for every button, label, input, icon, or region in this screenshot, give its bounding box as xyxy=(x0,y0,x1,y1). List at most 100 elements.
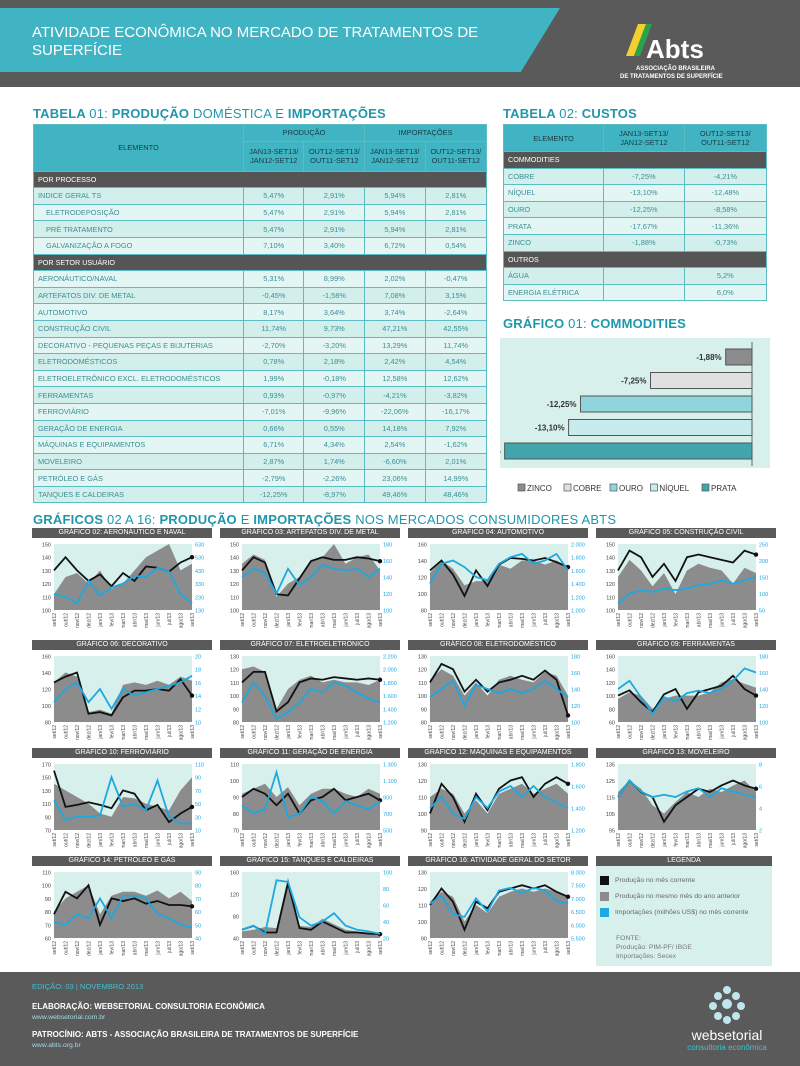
left-tick-label: 150 xyxy=(42,776,51,782)
mini-chart-title: GRÁFICO 10: FERROVIÁRIO xyxy=(32,748,212,758)
x-tick-label: fev/13 xyxy=(298,725,304,739)
left-tick-label: 130 xyxy=(418,655,427,661)
right-tick-label: 80 xyxy=(383,887,389,893)
table-row: PRATA -17,67% -11,36% xyxy=(503,217,768,235)
series-end-dot xyxy=(565,894,571,899)
series-line-imports xyxy=(429,679,569,708)
left-tick-label: 60 xyxy=(45,937,51,943)
left-tick-label: 100 xyxy=(42,704,51,710)
row-label: PRATA xyxy=(503,217,604,235)
cell-value: 7,08% xyxy=(364,286,426,305)
x-tick-label: mai/13 xyxy=(708,725,714,740)
x-tick-label: nov/12 xyxy=(639,833,645,848)
left-tick-label: 110 xyxy=(230,763,239,769)
x-tick-label: jan/13 xyxy=(98,941,104,956)
x-tick-label: jan/13 xyxy=(98,613,104,628)
series-line-imports xyxy=(617,576,757,605)
x-tick-label: abr/13 xyxy=(509,833,515,847)
x-tick-label: mar/13 xyxy=(497,941,503,956)
x-tick-label: dez/12 xyxy=(651,725,657,740)
x-tick-label: jan/13 xyxy=(286,941,292,956)
left-tick-label: 130 xyxy=(418,871,427,877)
cell-value: 47,21% xyxy=(364,319,426,338)
left-tick-label: 130 xyxy=(606,569,615,575)
right-tick-label: 18 xyxy=(195,668,201,674)
x-tick-label: mai/13 xyxy=(332,613,338,628)
x-tick-label: dez/12 xyxy=(275,941,281,956)
table1-body: POR PROCESSO INDICE GERAL TS 5,47% 2,91% 5,9… xyxy=(33,170,488,504)
x-tick-label: set/12 xyxy=(52,941,58,955)
cell-value: 13,29% xyxy=(364,336,426,355)
cell-value: -22,06% xyxy=(364,402,426,421)
series-area-previous xyxy=(242,877,380,938)
series-area-previous xyxy=(242,666,380,722)
link-abts[interactable]: www.abts.org.br xyxy=(32,1042,81,1049)
right-tick-label: 40 xyxy=(195,937,201,943)
right-tick-label: 2.000 xyxy=(571,543,585,549)
left-tick-label: 140 xyxy=(230,556,239,562)
left-tick-label: 100 xyxy=(230,609,239,615)
mini-chart-plot: 160 120 80 40 100 80 60 40 20 set/12 out/12 nov/12 d… xyxy=(230,871,392,957)
x-tick-label: jan/13 xyxy=(474,941,480,956)
x-tick-label: abr/13 xyxy=(133,725,139,739)
cell-value: 11,74% xyxy=(424,336,488,355)
left-tick-label: 90 xyxy=(421,937,427,943)
right-tick-label: 330 xyxy=(195,582,204,588)
x-tick-label: jan/13 xyxy=(98,725,104,740)
right-tick-label: 1.000 xyxy=(571,609,585,615)
legend-source: FONTE: Produção: PIM-PF/ IBGE Importações:… xyxy=(616,935,692,960)
x-tick-label: mai/13 xyxy=(332,833,338,848)
legend-swatch-gray xyxy=(600,891,609,901)
x-tick-label: abr/13 xyxy=(697,613,703,627)
x-tick-label: out/12 xyxy=(440,725,446,739)
left-tick-label: 100 xyxy=(418,920,427,926)
row-label: COBRE xyxy=(503,167,604,186)
legend-swatch-black xyxy=(600,875,609,885)
x-tick-label: abr/13 xyxy=(133,833,139,847)
left-tick-label: 140 xyxy=(606,668,615,674)
row-label: ELETROELETRÔNICO EXCL. ELETRODOMÉSTICOS xyxy=(33,369,244,388)
cell-value: 2,81% xyxy=(424,220,488,238)
table-row: MOVELEIRO 2,87% 1,74% -6,60% 2,01% xyxy=(33,452,488,471)
left-tick-label: 90 xyxy=(421,707,427,713)
mini-chart: GRÁFICO 02: AERONÁUTICO E NAVAL 150 140 130… xyxy=(32,528,212,631)
cell-value: 3,40% xyxy=(303,236,366,255)
x-tick-label: fev/13 xyxy=(110,725,116,739)
right-tick-label: 140 xyxy=(759,688,768,694)
left-tick-label: 110 xyxy=(418,796,427,802)
row-label: ENERGIA ELÉTRICA xyxy=(503,283,604,302)
series-area-previous xyxy=(430,888,568,938)
row-label: ELETRODOMÉSTICOS xyxy=(33,353,244,371)
x-tick-label: set/13 xyxy=(754,613,760,627)
series-area-previous xyxy=(430,669,568,722)
right-tick-label: 40 xyxy=(383,920,389,926)
left-tick-label: 100 xyxy=(230,694,239,700)
cell-value: -3,82% xyxy=(424,386,488,404)
link-websetorial[interactable]: www.websetorial.com.br xyxy=(32,1014,106,1021)
mini-chart-plot: 150140130120110100630530430330230130set/… xyxy=(42,543,204,629)
x-tick-label: jul/13 xyxy=(167,613,173,626)
g1-bar xyxy=(504,442,753,460)
x-tick-label: fev/13 xyxy=(298,613,304,627)
table-row: TANQUES E CALDEIRAS -12,25% -8,97% 49,46% 48… xyxy=(33,485,488,504)
right-tick-label: 2.000 xyxy=(383,668,397,674)
left-tick-label: 80 xyxy=(233,721,239,727)
cell-value: -7,25% xyxy=(603,167,685,186)
left-tick-label: 140 xyxy=(42,671,51,677)
series-end-dot xyxy=(753,786,759,791)
x-tick-label: nov/12 xyxy=(75,613,81,628)
cell-value: 5,31% xyxy=(242,270,305,288)
left-tick-label: 80 xyxy=(421,609,427,615)
left-tick-label: 100 xyxy=(606,694,615,700)
mini-chart-plot: 160 140 120 100 80 20 18 16 14 12 10 set/12 out/12 no… xyxy=(42,655,201,741)
right-tick-label: 100 xyxy=(383,609,392,615)
right-tick-label: 70 xyxy=(195,789,201,795)
table-row: ÁGUA 5,2% xyxy=(503,267,768,285)
left-tick-label: 110 xyxy=(606,595,615,601)
x-tick-label: set/13 xyxy=(754,833,760,847)
x-tick-label: jun/13 xyxy=(344,613,350,628)
x-tick-label: fev/13 xyxy=(486,941,492,955)
x-tick-label: mai/13 xyxy=(708,833,714,848)
g1-data-label: -7,25% xyxy=(621,377,646,386)
mini-chart: GRÁFICO 15: TANQUES E CALDEIRAS 160 120 80 4… xyxy=(220,856,400,959)
